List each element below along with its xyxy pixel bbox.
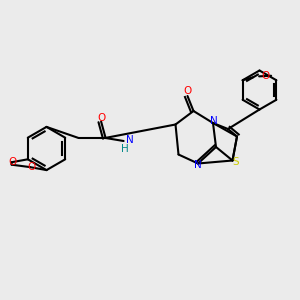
Text: O: O: [262, 71, 270, 81]
Text: N: N: [126, 135, 134, 146]
Text: S: S: [232, 157, 239, 167]
Text: N: N: [194, 160, 201, 170]
Text: O: O: [27, 162, 36, 172]
Text: O: O: [97, 113, 105, 123]
Text: O: O: [183, 86, 192, 97]
Text: N: N: [210, 116, 218, 127]
Text: H: H: [121, 144, 129, 154]
Text: O: O: [9, 157, 17, 167]
